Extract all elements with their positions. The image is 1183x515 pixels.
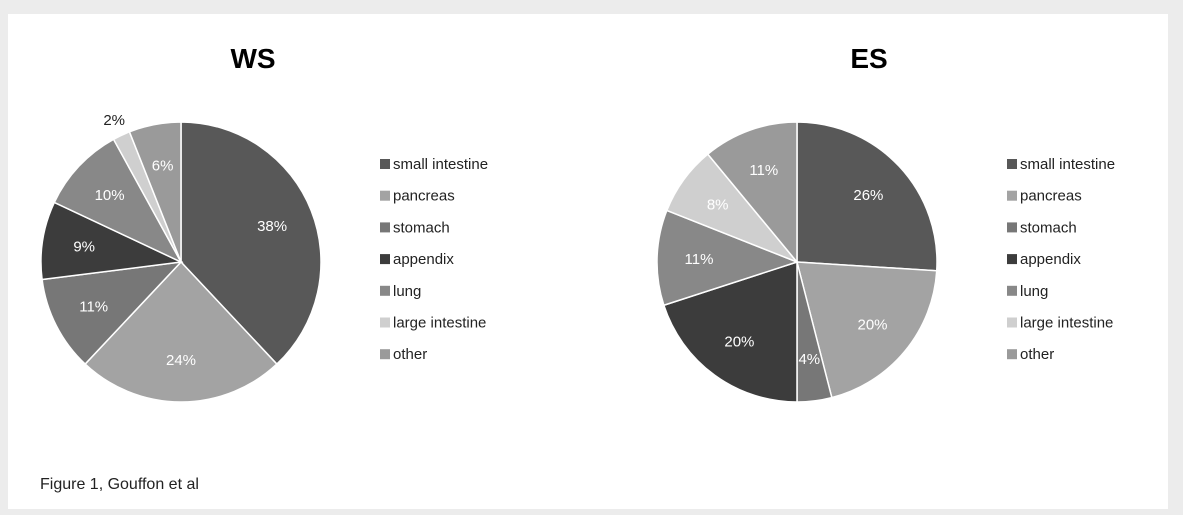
slice-label: 2% bbox=[103, 112, 125, 129]
legend-swatch bbox=[380, 159, 390, 169]
slice-label: 11% bbox=[749, 162, 778, 179]
legend-swatch bbox=[380, 222, 390, 233]
slice-label: 11% bbox=[79, 299, 108, 316]
slice-label: 4% bbox=[798, 351, 820, 368]
pie-slice-other bbox=[128, 121, 182, 263]
legend-label: stomach bbox=[393, 219, 450, 236]
slice-label: 26% bbox=[853, 187, 883, 204]
legend-label: other bbox=[393, 346, 427, 363]
pie-slice-pancreas bbox=[796, 261, 938, 399]
legend-label: small intestine bbox=[1020, 156, 1115, 173]
legend-swatch bbox=[380, 285, 390, 296]
pie-slice-small-intestine bbox=[796, 121, 938, 272]
legend-swatch bbox=[1007, 159, 1017, 169]
legend-label: pancreas bbox=[1020, 188, 1082, 205]
legend-label: appendix bbox=[1020, 251, 1081, 268]
legend-swatch bbox=[1007, 190, 1017, 201]
pie-slice-appendix bbox=[662, 260, 798, 403]
pie-slice-appendix bbox=[40, 201, 184, 281]
legend-swatch bbox=[380, 254, 390, 265]
pie-slice-stomach bbox=[41, 260, 183, 366]
legend-swatch bbox=[380, 317, 390, 328]
slice-label: 11% bbox=[685, 251, 714, 268]
legend-swatch bbox=[1007, 285, 1017, 296]
slice-label: 9% bbox=[73, 239, 95, 256]
legend-label: lung bbox=[393, 283, 421, 300]
slice-label: 6% bbox=[152, 158, 174, 175]
legend-swatch bbox=[1007, 349, 1017, 360]
pie-slice-pancreas bbox=[84, 260, 278, 403]
legend-label: other bbox=[1020, 346, 1054, 363]
legend-label: pancreas bbox=[393, 188, 455, 205]
pie-slice-lung bbox=[656, 209, 800, 307]
slice-label: 24% bbox=[166, 352, 196, 369]
legend-label: appendix bbox=[393, 251, 454, 268]
legend-swatch bbox=[380, 349, 390, 360]
legend-swatch bbox=[1007, 254, 1017, 265]
chart-title: ES bbox=[850, 43, 887, 74]
pie-slice-small-intestine bbox=[180, 121, 322, 366]
legend-label: large intestine bbox=[1020, 315, 1113, 332]
pie-slice-lung bbox=[53, 138, 183, 264]
legend-swatch bbox=[1007, 317, 1017, 328]
chart-title: WS bbox=[230, 43, 275, 74]
slice-label: 8% bbox=[707, 196, 729, 213]
legend-label: stomach bbox=[1020, 219, 1077, 236]
pie-slice-other bbox=[706, 121, 798, 265]
figure-caption: Figure 1, Gouffon et al bbox=[40, 476, 199, 493]
legend-label: lung bbox=[1020, 283, 1048, 300]
legend-label: large intestine bbox=[393, 315, 486, 332]
slice-label: 10% bbox=[95, 187, 125, 204]
slice-label: 20% bbox=[857, 317, 887, 334]
legend-swatch bbox=[380, 190, 390, 201]
legend-label: small intestine bbox=[393, 156, 488, 173]
slice-label: 38% bbox=[257, 218, 287, 235]
slice-label: 20% bbox=[724, 333, 754, 350]
legend-swatch bbox=[1007, 222, 1017, 233]
